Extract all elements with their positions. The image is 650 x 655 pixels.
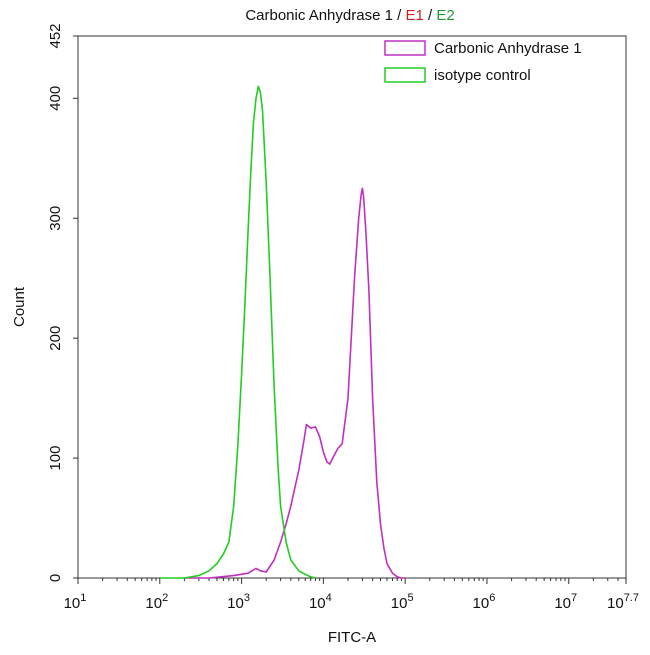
legend-label-1: isotype control bbox=[434, 67, 531, 84]
legend: Carbonic Anhydrase 1 isotype control bbox=[384, 40, 582, 84]
title-part-1: / bbox=[393, 7, 406, 24]
chart-title: Carbonic Anhydrase 1 / E1 / E2 bbox=[245, 7, 454, 24]
x-tick-label-3: 104 bbox=[309, 592, 332, 612]
x-tick-label-5: 106 bbox=[473, 592, 496, 612]
y-axis: 0 100 200 300 400 452 bbox=[47, 23, 78, 582]
x-tick-label-1: 102 bbox=[145, 592, 168, 612]
x-axis: 101 102 103 104 105 106 107 107.7 bbox=[64, 578, 639, 612]
x-axis-title: FITC-A bbox=[328, 629, 376, 646]
y-axis-title: Count bbox=[11, 286, 28, 327]
title-part-0: Carbonic Anhydrase 1 bbox=[245, 7, 393, 24]
series-line-1 bbox=[159, 85, 316, 579]
x-tick-label-0: 101 bbox=[64, 592, 87, 612]
y-tick-label-3: 300 bbox=[47, 206, 64, 231]
series-layer bbox=[159, 85, 406, 579]
y-tick-label-5: 452 bbox=[47, 23, 64, 48]
x-tick-label-4: 105 bbox=[391, 592, 414, 612]
series-line-0 bbox=[184, 187, 406, 579]
legend-swatch-0 bbox=[384, 40, 426, 56]
x-tick-label-6: 107 bbox=[554, 592, 577, 612]
x-tick-label-2: 103 bbox=[227, 592, 250, 612]
y-tick-label-2: 200 bbox=[47, 326, 64, 351]
title-part-3: / bbox=[424, 7, 437, 24]
title-part-2: E1 bbox=[405, 7, 423, 24]
legend-label-0: Carbonic Anhydrase 1 bbox=[434, 40, 582, 57]
title-part-4: E2 bbox=[436, 7, 454, 24]
plot-area bbox=[77, 35, 627, 579]
y-tick-label-1: 100 bbox=[47, 446, 64, 471]
y-tick-label-0: 0 bbox=[47, 574, 64, 582]
y-tick-label-4: 400 bbox=[47, 86, 64, 111]
legend-swatch-1 bbox=[384, 67, 426, 83]
x-tick-label-7: 107.7 bbox=[607, 592, 639, 612]
